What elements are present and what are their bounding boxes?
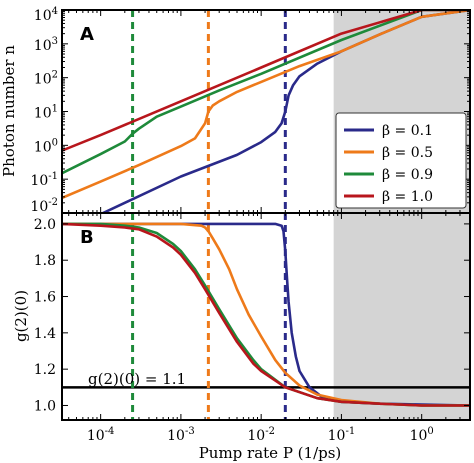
panel-a-y-axis-title: Photon number n — [0, 45, 18, 177]
shaded-regions — [333, 10, 470, 420]
panel-b-frame — [61, 212, 471, 421]
legend-label-0: β = 0.1 — [382, 123, 433, 139]
panel-a-y-tick-label: 102 — [34, 70, 58, 88]
panel-a-series-line-3 — [62, 10, 470, 152]
series-lines — [62, 10, 470, 407]
panel-b-y-tick-label: 1.6 — [34, 290, 56, 306]
x-tick-label: 10-3 — [167, 426, 195, 444]
chart-text: A B Pump rate P (1/ps) Photon number n g… — [0, 6, 434, 462]
legend: β = 0.1 β = 0.5 β = 0.9 β = 1.0 — [335, 112, 467, 209]
panel-a-y-tick-label: 103 — [34, 36, 58, 54]
panel-a-y-tick-label: 101 — [34, 104, 58, 122]
x-axis-title: Pump rate P (1/ps) — [199, 444, 342, 462]
panel-a-series-line-1 — [62, 10, 470, 200]
panel-a-y-tick-label: 10-2 — [30, 197, 58, 215]
panel-b-letter: B — [80, 227, 94, 248]
panel-b-y-tick-label: 2.0 — [34, 217, 56, 233]
panel-a-letter: A — [80, 24, 94, 45]
panel-b-y-tick-label: 1.2 — [34, 362, 56, 378]
x-tick-label: 10-4 — [87, 426, 115, 444]
panel-a-y-tick-label: 100 — [34, 137, 58, 155]
panel-b-y-tick-label: 1.0 — [34, 398, 56, 414]
x-tick-label: 10-1 — [328, 426, 356, 444]
legend-label-1: β = 0.5 — [382, 145, 433, 161]
panel-b-y-tick-label: 1.4 — [34, 326, 56, 342]
shaded-region — [333, 213, 470, 420]
panel-b-series-line-3 — [62, 222, 470, 407]
panel-b-y-tick-label: 1.8 — [34, 253, 56, 269]
panel-a-y-tick-label: 104 — [34, 6, 58, 24]
panel-b-series-line-1 — [62, 222, 470, 407]
panel-a-y-tick-label: 10-1 — [30, 171, 58, 189]
reference-line-label: g(2)(0) = 1.1 — [88, 370, 186, 388]
x-tick-label: 10-2 — [247, 426, 275, 444]
legend-box — [335, 112, 467, 209]
vertical-dashed-lines — [131, 10, 287, 420]
panel-b-y-axis-title: g(2)(0) — [12, 290, 30, 342]
legend-label-2: β = 0.9 — [382, 167, 433, 183]
legend-label-3: β = 1.0 — [382, 189, 433, 205]
axis-ticks — [62, 9, 471, 420]
panel-a-series-line-2 — [62, 10, 470, 175]
x-tick-label: 100 — [410, 426, 434, 444]
